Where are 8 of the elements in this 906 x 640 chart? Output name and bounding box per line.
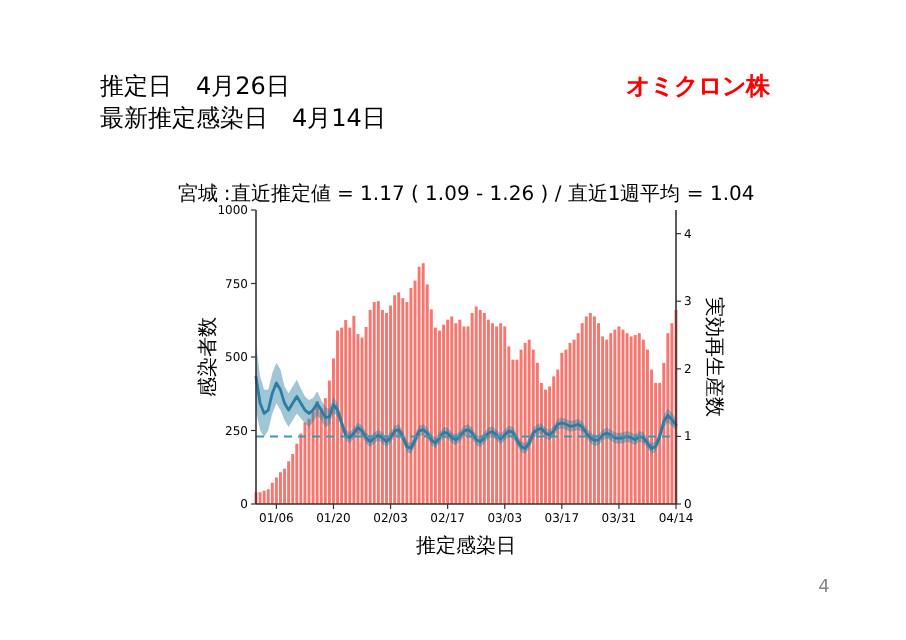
text: 推定日 4月26日: [100, 72, 290, 100]
text: 4: [818, 578, 831, 598]
y2-axis-title: 実効再生産数: [702, 297, 726, 417]
text: オミクロン株: [626, 72, 772, 100]
x-axis-title: 推定感染日: [416, 534, 516, 558]
y-axis-title: 感染者数: [196, 317, 220, 397]
chart-title: 宮城 :直近推定値 = 1.17 ( 1.09 - 1.26 ) / 直近1週平均 = 1.04: [177, 182, 755, 206]
text: 最新推定感染日 4月14日: [100, 104, 386, 132]
